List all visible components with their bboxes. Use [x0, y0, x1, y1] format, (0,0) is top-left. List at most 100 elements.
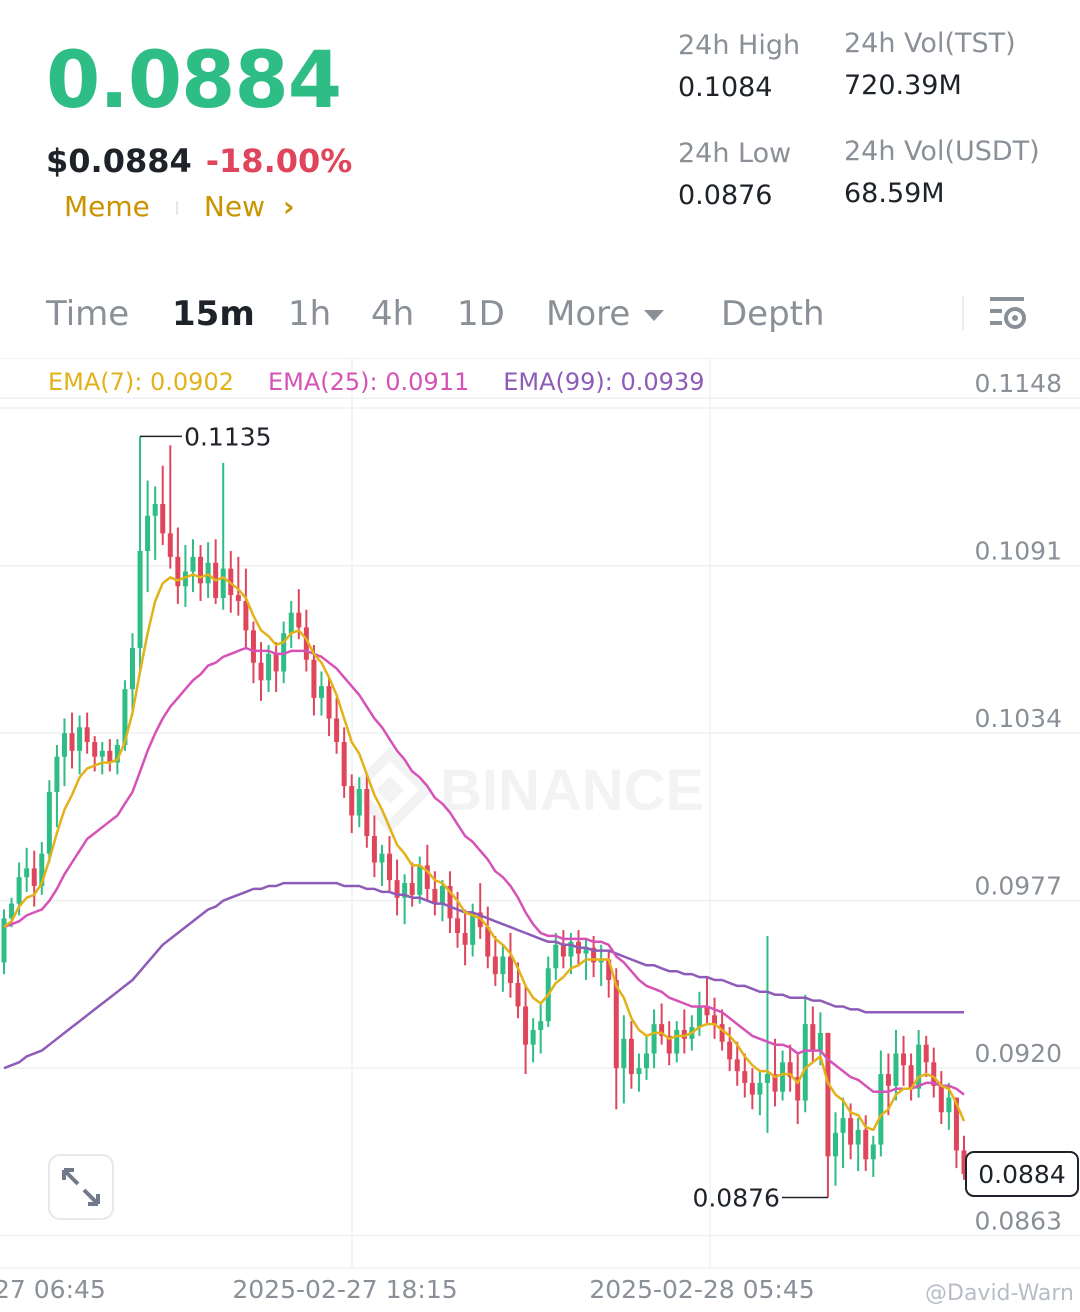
candle-body	[734, 1059, 740, 1072]
candle	[885, 1053, 891, 1116]
candle-body	[507, 956, 513, 983]
x-tick-label: 2025-02-28 05:45	[589, 1275, 814, 1304]
watermark-text: BINANCE	[440, 758, 704, 823]
candle	[182, 545, 188, 607]
stat-vol-quote-label: 24h Vol(USDT)	[844, 136, 1040, 167]
stat-low-label: 24h Low	[678, 138, 792, 169]
candle	[931, 1047, 937, 1098]
candle	[953, 1097, 959, 1169]
candle	[863, 1115, 869, 1172]
candle-body	[530, 1029, 536, 1045]
tab-more[interactable]: More	[546, 294, 665, 334]
change-percent: -18.00%	[205, 142, 353, 180]
candle	[394, 859, 400, 916]
candle	[485, 906, 491, 969]
tab-depth[interactable]: Depth	[721, 294, 825, 334]
candle-body	[273, 653, 279, 672]
candle-body	[220, 568, 226, 599]
candle	[402, 874, 408, 925]
candle-body	[417, 865, 423, 895]
candle	[606, 950, 612, 998]
candle-body	[644, 1053, 650, 1069]
ema25-label: EMA(25): 0.0911	[267, 368, 470, 396]
candle	[356, 777, 362, 828]
candle	[666, 1021, 672, 1066]
candle	[659, 1003, 665, 1045]
candle	[681, 1009, 687, 1054]
candle	[878, 1050, 884, 1157]
candle	[734, 1041, 740, 1086]
candle-body	[122, 689, 128, 745]
candle-body	[598, 959, 604, 963]
candle-body	[9, 903, 15, 919]
candle	[923, 1035, 929, 1077]
last-price: 0.0884	[46, 36, 342, 126]
candle-body	[16, 877, 22, 904]
candle-body	[485, 927, 491, 957]
x-axis: 27 06:45 2025-02-27 18:15 2025-02-28 05:45	[0, 1275, 815, 1304]
candle-body	[77, 727, 83, 751]
candle-body	[696, 1006, 702, 1028]
candle-body	[946, 1097, 952, 1113]
tab-15m[interactable]: 15m	[172, 294, 255, 334]
candle-body	[802, 1024, 808, 1101]
candle-body	[371, 836, 377, 863]
candle	[84, 712, 90, 754]
candle-body	[303, 627, 309, 660]
tab-1h[interactable]: 1h	[288, 294, 332, 334]
candle	[213, 539, 219, 604]
interval-tabs: Time 15m 1h 4h 1D More Depth	[0, 290, 1080, 350]
candle	[220, 462, 226, 610]
candle	[507, 933, 513, 998]
candle-body	[628, 1038, 634, 1075]
y-tick-label: 0.0863	[975, 1207, 1062, 1236]
candle-body	[606, 959, 612, 981]
candle-body	[961, 1150, 967, 1174]
candle	[636, 1053, 642, 1092]
candle-body	[681, 1029, 687, 1039]
candle	[409, 862, 415, 907]
candle-body	[832, 1132, 838, 1157]
candle-body	[152, 503, 158, 516]
candle-body	[258, 662, 264, 681]
candle	[742, 1053, 748, 1098]
tab-1d[interactable]: 1D	[457, 294, 505, 334]
candlestick-chart[interactable]: BINANCE 0.11480.10910.10340.09770.09200.…	[0, 358, 1080, 1312]
tag-meme[interactable]: Meme	[64, 190, 150, 223]
candle-body	[515, 982, 521, 1007]
candle-body	[931, 1062, 937, 1086]
y-tick-label: 0.1148	[975, 369, 1062, 398]
candle-body	[666, 1035, 672, 1054]
candle	[500, 944, 506, 992]
candle	[870, 1135, 876, 1177]
candle-body	[54, 756, 60, 792]
chart-settings-icon[interactable]	[988, 294, 1028, 334]
candle-body	[953, 1097, 959, 1151]
candle	[31, 850, 37, 907]
chevron-right-icon[interactable]: ›	[282, 190, 295, 223]
candle-body	[764, 1074, 770, 1083]
candle-body	[787, 1062, 793, 1077]
candle	[61, 718, 67, 787]
candle-body	[908, 1065, 914, 1089]
candle-body	[69, 733, 75, 751]
tab-divider	[962, 296, 964, 330]
tab-time[interactable]: Time	[46, 294, 130, 334]
candle-body	[659, 1024, 665, 1036]
candle	[39, 841, 45, 895]
candle-body	[235, 595, 241, 601]
tag-new[interactable]: New	[203, 190, 265, 223]
candle	[281, 621, 287, 684]
candle	[273, 642, 279, 693]
candle	[447, 871, 453, 934]
candle	[802, 994, 808, 1113]
x-tick-label: 2025-02-27 18:15	[232, 1275, 457, 1304]
candle	[530, 1018, 536, 1063]
fullscreen-button[interactable]	[48, 1154, 114, 1220]
tab-4h[interactable]: 4h	[371, 294, 415, 334]
candle-body	[402, 883, 408, 898]
candle-body	[99, 750, 105, 757]
candle	[757, 1071, 763, 1116]
candle-body	[719, 1024, 725, 1042]
candle-body	[591, 947, 597, 963]
